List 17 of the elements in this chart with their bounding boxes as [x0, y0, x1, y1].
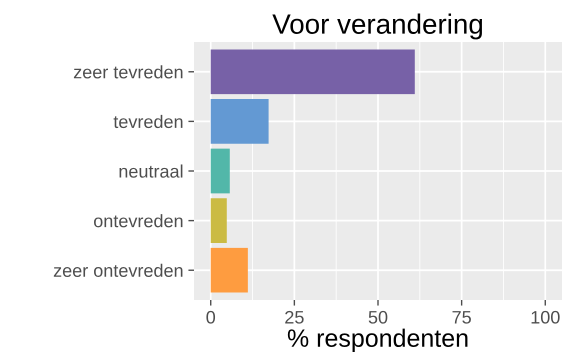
bar	[210, 99, 269, 144]
x-tick-label: 50	[368, 310, 388, 324]
y-tick-label: neutraal	[120, 164, 182, 178]
bar	[210, 248, 248, 293]
x-axis-title: % respondenten	[288, 328, 468, 352]
bar	[210, 148, 230, 194]
chart-title: Voor verandering	[272, 14, 482, 40]
y-tick-label: ontevreden	[94, 214, 182, 228]
bar	[210, 198, 227, 243]
y-tick-label: tevreden	[114, 114, 182, 128]
x-tick-label: 75	[452, 311, 471, 324]
bar	[210, 49, 415, 94]
x-tick-label: 100	[532, 310, 560, 324]
y-tick-label: zeer ontevreden	[54, 264, 182, 277]
x-tick-label: 25	[285, 310, 304, 324]
x-tick-label: 0	[206, 310, 216, 324]
y-tick-label: zeer tevreden	[74, 65, 182, 78]
